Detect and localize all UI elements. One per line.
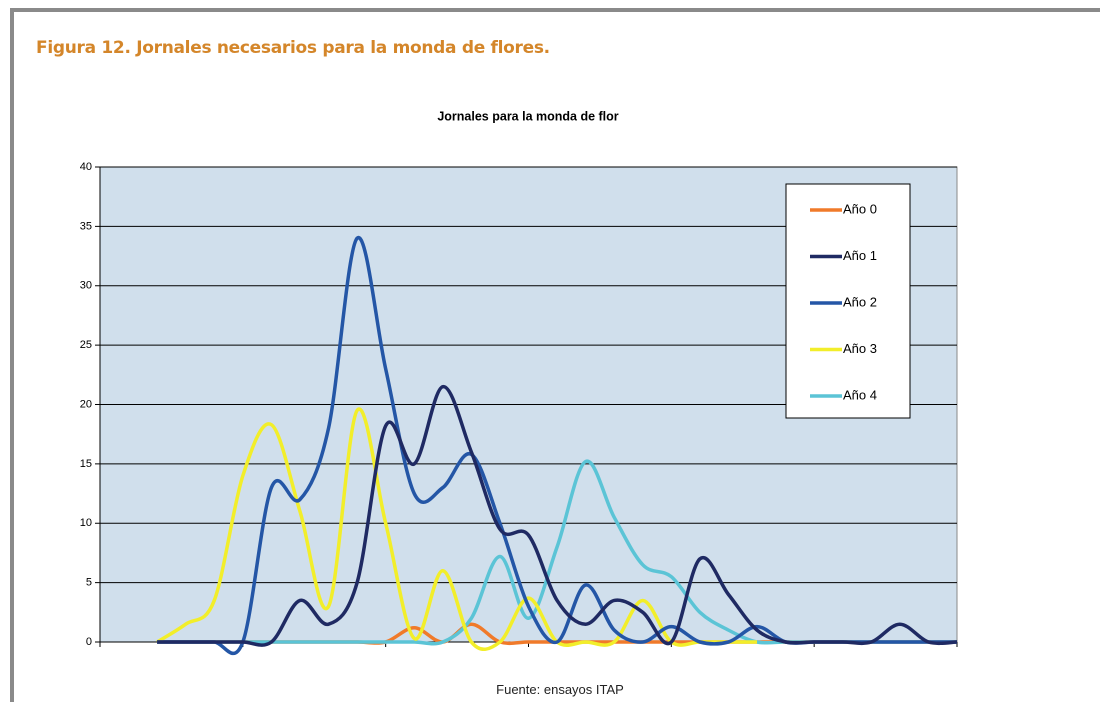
y-tick-label: 40 [80,161,92,173]
figure-caption: Figura 12. Jornales necesarios para la m… [36,38,550,58]
y-tick-label: 15 [80,458,92,470]
legend-label: Año 3 [843,341,877,356]
series-line [157,384,958,647]
y-tick-label: 25 [80,339,92,351]
frame [10,8,1100,702]
y-tick-label: 30 [80,280,92,292]
chart-title: Jornales para la monda de flor [437,109,618,123]
series-line [156,407,758,651]
y-tick-label: 10 [80,517,92,529]
legend-label: Año 0 [843,201,877,216]
y-tick-label: 5 [86,577,92,589]
y-tick-label: 0 [86,636,92,648]
legend: Año 0 Año 1 Año 2 Año 3 Año 4 [785,183,911,419]
legend-label: Año 2 [843,294,877,309]
source-note: Fuente: ensayos ITAP [496,682,624,697]
y-tick-label: 20 [80,398,92,410]
legend-label: Año 4 [843,387,877,402]
y-tick-label: 35 [80,220,92,232]
legend-box [785,183,911,419]
legend-label: Año 1 [843,248,877,263]
